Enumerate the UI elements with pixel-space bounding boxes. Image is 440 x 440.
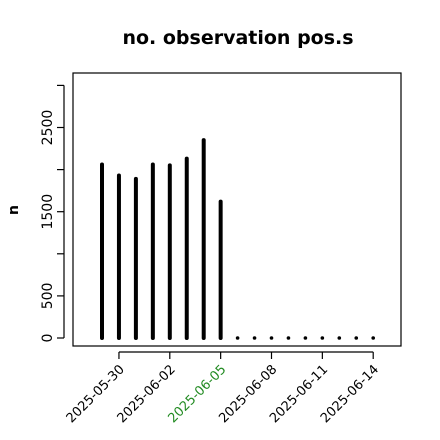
x-axis: 2025-05-302025-06-022025-06-052025-06-08… <box>64 351 382 426</box>
bar <box>303 336 308 340</box>
bar <box>371 336 376 340</box>
bars <box>100 138 376 340</box>
y-axis-label: n <box>6 205 22 215</box>
chart-title: no. observation pos.s <box>122 27 353 49</box>
bar <box>286 336 291 340</box>
bar <box>320 336 325 340</box>
bar <box>235 336 240 340</box>
bar <box>354 336 359 340</box>
bar <box>252 336 257 340</box>
y-tick-label: 0 <box>40 334 56 343</box>
bar <box>269 336 274 340</box>
y-tick-label: 500 <box>40 283 56 310</box>
y-tick-label: 2500 <box>40 110 56 146</box>
bar <box>337 336 342 340</box>
y-tick-label: 1500 <box>40 194 56 230</box>
y-axis: 0 500 1500 2500 <box>40 84 65 343</box>
plot-frame <box>72 72 402 347</box>
